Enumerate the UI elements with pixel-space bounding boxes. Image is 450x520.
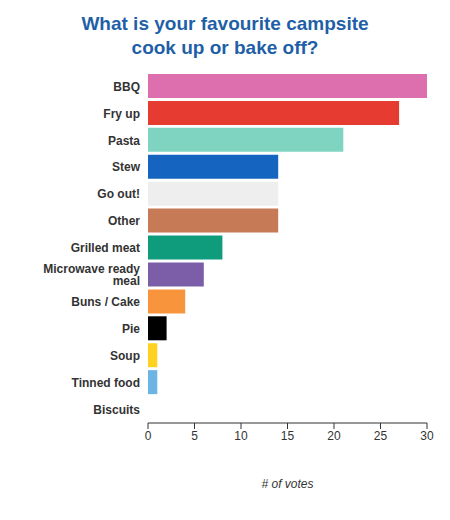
svg-text:Buns / Cake: Buns / Cake <box>71 295 140 309</box>
svg-text:Fry up: Fry up <box>103 107 140 121</box>
svg-text:20: 20 <box>327 429 341 443</box>
svg-text:10: 10 <box>234 429 248 443</box>
svg-text:0: 0 <box>145 429 152 443</box>
svg-text:Tinned food: Tinned food <box>72 376 140 390</box>
svg-text:Biscuits: Biscuits <box>93 403 140 417</box>
svg-text:Go out!: Go out! <box>97 187 140 201</box>
svg-text:25: 25 <box>374 429 388 443</box>
svg-text:15: 15 <box>281 429 295 443</box>
svg-text:# of votes: # of votes <box>261 477 313 491</box>
svg-text:Pasta: Pasta <box>108 134 140 148</box>
svg-text:Soup: Soup <box>110 349 140 363</box>
svg-text:5: 5 <box>191 429 198 443</box>
svg-text:BBQ: BBQ <box>113 80 140 94</box>
svg-text:Pie: Pie <box>122 322 140 336</box>
svg-text:Grilled meat: Grilled meat <box>71 241 140 255</box>
svg-text:Microwave readymeal: Microwave readymeal <box>43 262 140 288</box>
svg-text:Stew: Stew <box>112 160 141 174</box>
svg-text:30: 30 <box>420 429 434 443</box>
html-text:What is your favourite campsit: What is your favourite campsite cook up … <box>81 13 369 58</box>
svg-text:Other: Other <box>108 214 140 228</box>
